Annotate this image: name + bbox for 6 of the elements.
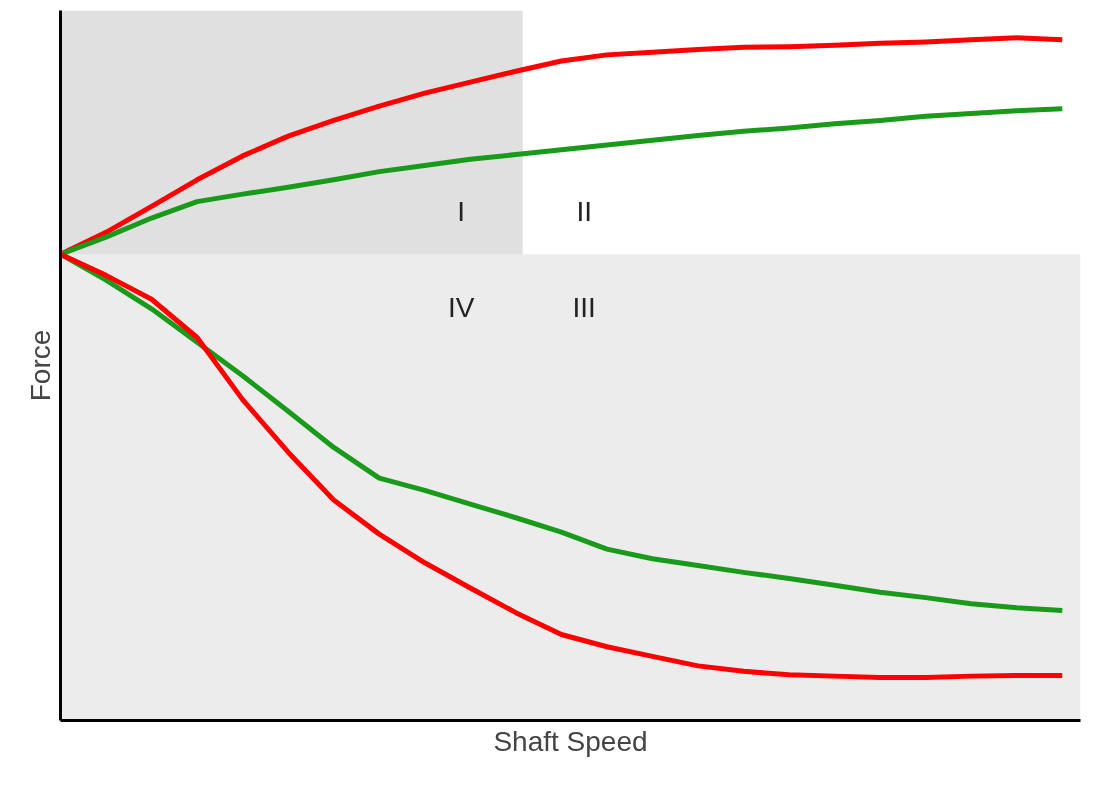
annotation: IV — [447, 291, 475, 323]
y-axis-title: Force — [24, 329, 56, 402]
annotation: III — [572, 291, 596, 323]
x-axis-title: Shaft Speed — [493, 725, 648, 757]
annotation: I — [457, 196, 466, 228]
annotation: II — [576, 196, 592, 228]
